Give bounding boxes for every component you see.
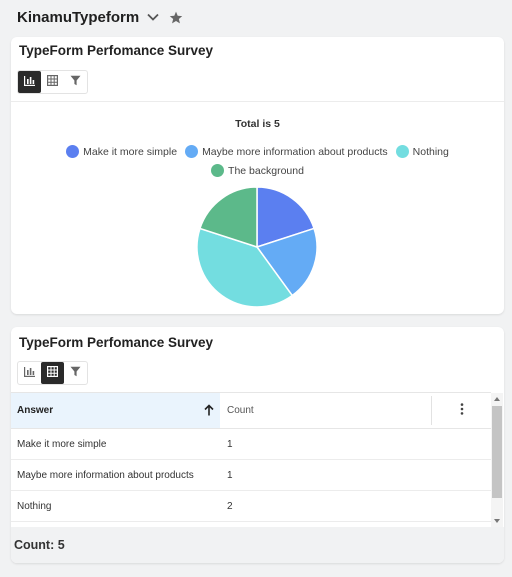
pie-slice[interactable] [255,227,318,297]
chart-view-button[interactable] [18,362,41,384]
legend-item[interactable]: The background [211,164,304,177]
column-header-count[interactable]: Count [220,393,431,428]
column-separator [431,396,432,425]
table-icon [47,73,59,91]
legend-item[interactable]: Make it more simple [66,145,177,158]
table-card-title: TypeForm Perfomance Survey [19,335,214,350]
legend-swatch [211,164,225,177]
column-header-label: Count [227,405,254,416]
table-header: Answer Count [11,392,491,429]
view-toggle [17,361,88,385]
legend-label: Nothing [412,145,449,158]
legend-label: Make it more simple [83,145,178,158]
arrow-up-icon[interactable] [204,404,214,419]
filter-icon [70,364,81,382]
star-icon[interactable] [169,11,183,24]
table-row[interactable]: Maybe more information about products 1 [11,460,491,491]
column-header-answer[interactable]: Answer [11,393,220,428]
column-menu-button[interactable] [432,393,491,428]
chart-card-title: TypeForm Perfomance Survey [19,43,214,58]
row-count: Count: 5 [14,538,65,552]
scrollbar-thumb[interactable] [492,406,502,498]
pie-slice[interactable] [256,186,316,249]
bar-chart-icon [24,73,35,91]
legend-swatch [66,145,80,158]
scroll-down-icon[interactable] [494,519,500,523]
legend-swatch [395,145,409,158]
pie-slice[interactable] [198,186,258,249]
table-card: TypeForm Perfomance Survey Answer Count [11,327,504,563]
cell-answer: Nothing [17,501,52,512]
chart-title: Total is 5 [235,118,280,130]
table-view-button[interactable] [41,71,64,93]
top-bar: KinamuTypeform [0,0,512,34]
cell-answer: Maybe more information about products [17,470,194,481]
legend-swatch [185,145,199,158]
chevron-down-icon[interactable] [147,13,159,21]
table-icon [47,364,59,382]
cell-count: 1 [227,470,233,481]
pie-slice[interactable] [196,227,294,308]
filter-button[interactable] [64,71,87,93]
scroll-up-icon[interactable] [494,397,500,401]
app-title: KinamuTypeform [17,8,140,26]
column-header-label: Answer [17,405,54,416]
pie-chart [196,186,318,308]
legend-label: The background [228,164,304,177]
chart-view-button[interactable] [18,71,41,93]
chart-legend: Make it more simple Maybe more informati… [11,145,504,158]
filter-icon [70,73,81,91]
legend-item[interactable]: Maybe more information about products [185,145,388,158]
chart-card: TypeForm Perfomance Survey Total is 5 Ma… [11,37,504,314]
filter-button[interactable] [64,362,87,384]
table-row[interactable]: Nothing 2 [11,491,491,522]
vertical-scrollbar[interactable] [491,393,503,527]
view-toggle [17,70,88,94]
table-row[interactable]: Make it more simple 1 [11,429,491,460]
legend-label: Maybe more information about products [202,145,388,158]
table-view-button[interactable] [41,362,64,384]
cell-answer: Make it more simple [17,439,107,450]
more-vertical-icon [460,403,464,418]
bar-chart-icon [24,364,35,382]
cell-count: 2 [227,501,233,512]
table-footer: Count: 5 [11,527,504,563]
cell-count: 1 [227,439,233,450]
chart-legend-row-2: The background [11,164,504,177]
legend-item[interactable]: Nothing [395,145,449,158]
card-divider [11,101,504,102]
